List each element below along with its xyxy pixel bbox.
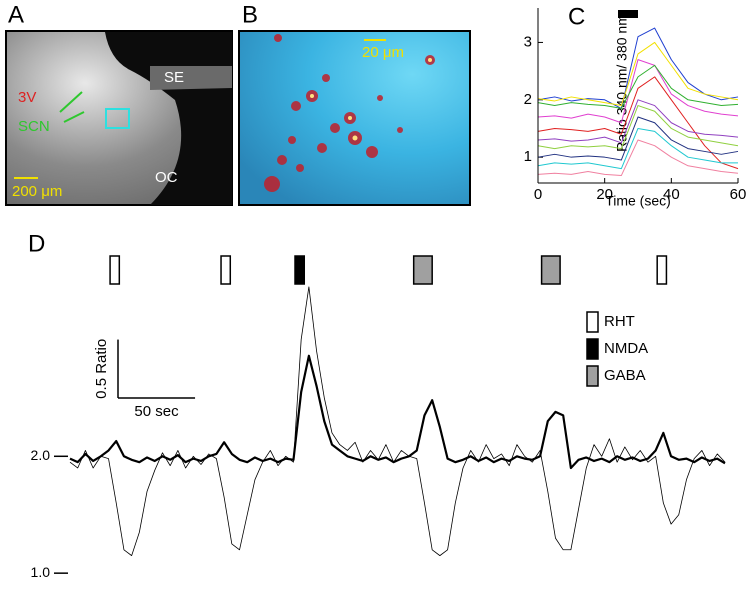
scale-label: 20 μm (362, 44, 404, 61)
y-tick-label: 1.0 (31, 564, 51, 580)
x-axis-label: Time (sec) (605, 193, 671, 209)
stimulus-box (540, 255, 561, 285)
y-axis-label: Ratio 340 nm/ 380 nm (614, 14, 630, 152)
y-tick-label: 2 (524, 91, 532, 108)
trace-line (537, 105, 739, 150)
y-tick-label: 1 (524, 148, 532, 165)
panel-label: B (242, 1, 258, 28)
legend-label: GABA (604, 367, 646, 384)
stimulus-box (656, 255, 668, 285)
legend-swatch (586, 338, 599, 360)
trace-line (537, 64, 739, 109)
panel-label: A (8, 1, 24, 28)
scale-bar-label: 0.5 Ratio (93, 339, 110, 399)
legend-label: NMDA (604, 340, 648, 357)
trace-line (537, 139, 739, 177)
y-tick-label: 3 (524, 33, 532, 50)
stimulus-box (412, 255, 433, 285)
scale-label: 200 μm (12, 183, 62, 200)
trace-line (537, 76, 739, 170)
panel-label: D (28, 230, 45, 257)
stimulus-box (109, 255, 121, 285)
x-tick-label: 20 (596, 186, 613, 203)
panel-label: C (568, 3, 585, 30)
stimulus-box (220, 255, 232, 285)
trace-line (537, 116, 739, 161)
micrograph-a (5, 30, 233, 206)
trace-line (537, 99, 739, 144)
trace-line (537, 127, 738, 170)
label-oc: OC (155, 169, 178, 186)
x-tick-label: 60 (730, 186, 747, 203)
scale-bar-label: 50 sec (134, 403, 179, 420)
x-tick-label: 40 (663, 186, 680, 203)
stimulus-box (294, 255, 306, 285)
stimulus-bar (618, 10, 638, 18)
label-scn: SCN (18, 118, 50, 135)
legend-swatch (586, 365, 599, 387)
x-tick-label: 0 (534, 186, 542, 203)
label-3v: 3V (18, 89, 36, 106)
legend-swatch (586, 311, 599, 333)
micrograph-b (238, 30, 471, 206)
trace-line (537, 41, 739, 107)
legend-label: RHT (604, 313, 635, 330)
trace-line (537, 27, 739, 109)
y-tick-label: 2.0 (31, 447, 51, 463)
label-se: SE (164, 69, 184, 86)
trace-line (537, 59, 739, 124)
trace-line (69, 286, 726, 557)
